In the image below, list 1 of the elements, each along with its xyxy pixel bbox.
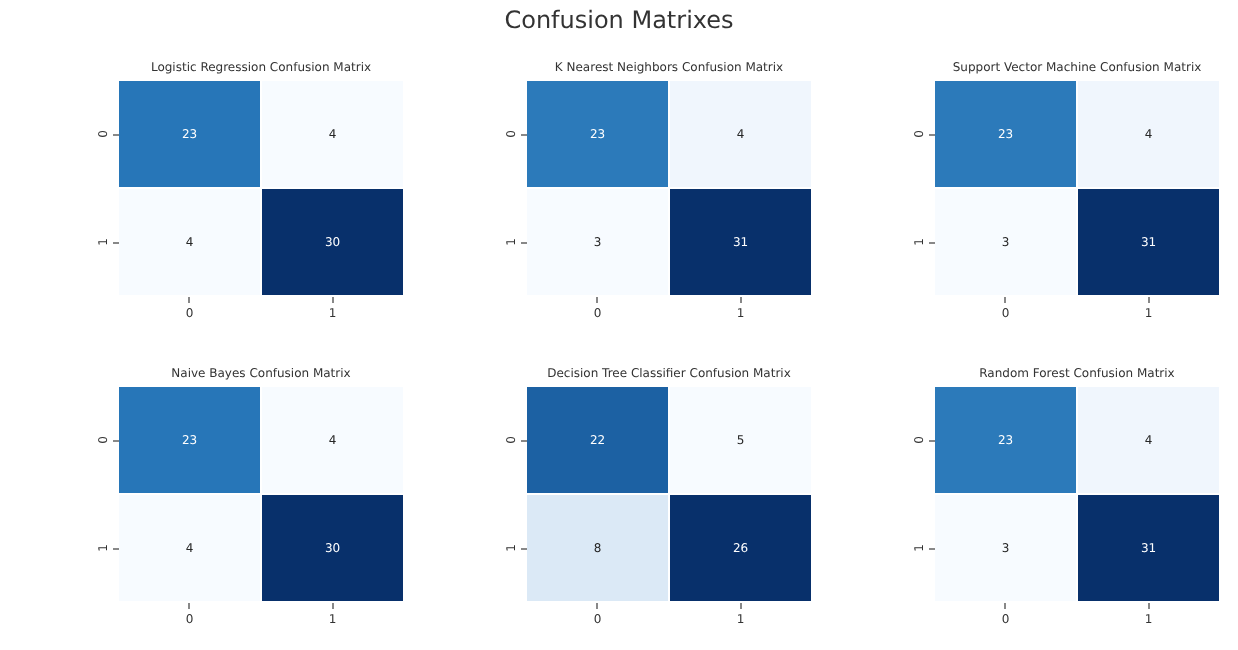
- text: Confusion Matrixes: [502, 6, 736, 34]
